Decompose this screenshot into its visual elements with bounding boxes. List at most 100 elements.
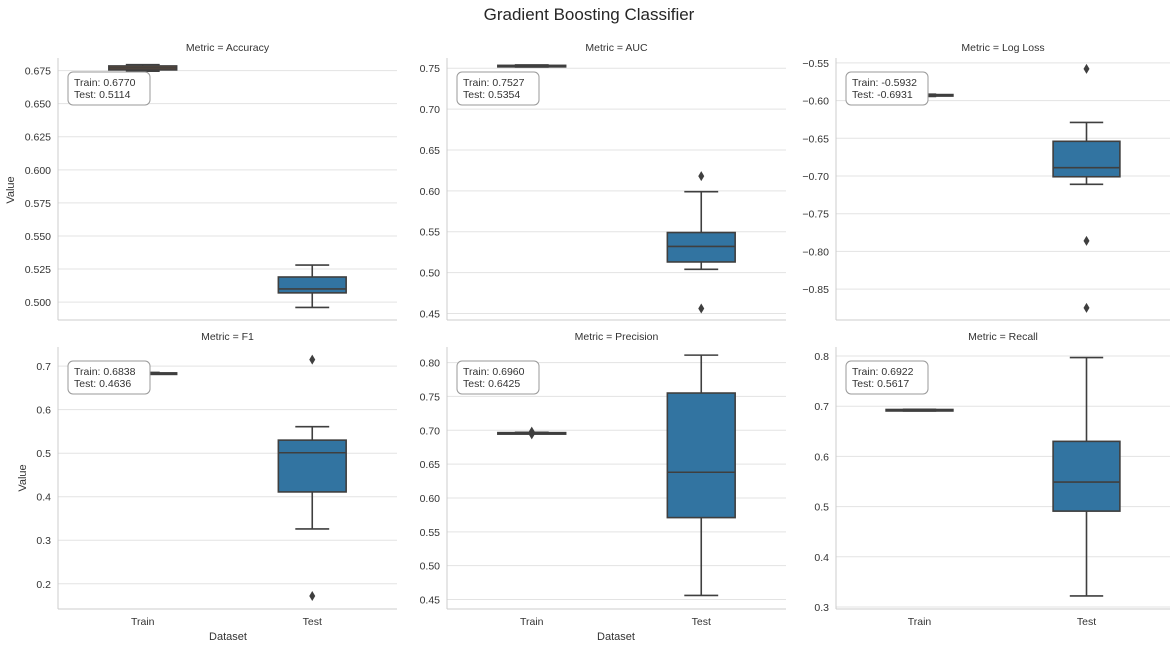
annotation-box: [456, 71, 540, 106]
iqr-box: [1052, 140, 1121, 178]
panel-title: Metric = Accuracy: [186, 42, 270, 54]
y-tick-label: 0.3: [814, 602, 829, 614]
panel-recall: Metric = Recall 0.3 0.4 0.5 0.6 0.7 0.8 Train Te…: [814, 331, 1170, 628]
outlier-marker: [698, 171, 705, 182]
x-tick-label: Test: [692, 616, 711, 628]
y-axis-label-bottom: Value: [17, 464, 29, 491]
panel-title: Metric = F1: [201, 331, 254, 343]
iqr-box: [1052, 440, 1121, 512]
x-tick-label: Train: [908, 616, 932, 628]
box-test: [1052, 356, 1121, 597]
y-tick-label: 0.8: [814, 351, 829, 363]
y-tick-label: −0.75: [802, 209, 829, 221]
y-tick-label: 0.4: [36, 492, 51, 504]
y-tick-label: −0.55: [802, 58, 829, 70]
y-tick-label: 0.675: [25, 66, 51, 78]
outlier-marker: [309, 590, 316, 601]
panel-title: Metric = Log Loss: [961, 42, 1044, 54]
y-tick-label: −0.80: [802, 246, 829, 258]
box-train: [108, 63, 178, 73]
annotation-train: Train: -0.5932: [852, 77, 917, 89]
y-tick-label: 0.4: [814, 552, 829, 564]
y-tick-label: 0.6: [36, 405, 51, 417]
y-tick-label: 0.7: [36, 361, 51, 373]
annotation-test: Test: 0.5354: [463, 89, 520, 101]
y-tick-label: 0.7: [814, 401, 829, 413]
annotation-box: [67, 71, 151, 106]
box-train: [885, 408, 954, 412]
outlier-marker: [1083, 235, 1090, 246]
iqr-box: [666, 392, 736, 519]
box-test: [277, 264, 347, 309]
y-tick-label: 0.60: [420, 493, 441, 505]
y-tick-label: 0.6: [814, 451, 829, 463]
y-tick-label: 0.70: [420, 425, 441, 437]
y-tick-label: 0.50: [420, 268, 441, 280]
y-axis-label-top: Value: [5, 176, 17, 203]
box-test: [666, 354, 736, 597]
iqr-box: [277, 439, 347, 493]
annotation-train: Train: 0.6922: [852, 366, 914, 378]
annotation-test: Test: 0.5617: [852, 378, 909, 390]
annotation-train: Train: 0.6960: [463, 366, 525, 378]
y-tick-label: 0.500: [25, 297, 51, 309]
x-axis-label-1: Dataset: [209, 631, 247, 643]
outlier-marker: [698, 303, 705, 314]
panel-f1: Metric = F1 0.2 0.3 0.4 0.5 0.6 0.7 Train Test Tr…: [36, 331, 397, 628]
panel-log-loss: Metric = Log Loss −0.85 −0.80 −0.75 −0.70 −0.…: [802, 42, 1170, 321]
y-tick-label: 0.55: [420, 527, 441, 539]
y-tick-label: 0.600: [25, 165, 51, 177]
y-tick-label: 0.75: [420, 391, 441, 403]
x-tick-label: Train: [131, 616, 155, 628]
y-tick-label: 0.45: [420, 308, 441, 320]
panel-accuracy: Metric = Accuracy 0.500 0.525 0.550 0.575 0.6…: [25, 42, 397, 321]
y-tick-label: 0.70: [420, 104, 441, 116]
annotation-test: Test: -0.6931: [852, 89, 913, 101]
y-tick-label: 0.45: [420, 595, 441, 607]
annotation-test: Test: 0.6425: [463, 378, 520, 390]
x-axis-label-2: Dataset: [597, 631, 635, 643]
y-tick-label: 0.5: [814, 502, 829, 514]
figure-title: Gradient Boosting Classifier: [484, 5, 695, 24]
annotation-box: [456, 360, 540, 395]
y-tick-label: 0.75: [420, 63, 441, 75]
y-tick-label: 0.525: [25, 264, 51, 276]
panel-title: Metric = Recall: [968, 331, 1038, 343]
y-tick-label: 0.60: [420, 186, 441, 198]
annotation-train: Train: 0.6838: [74, 366, 136, 378]
box-test: [1052, 63, 1121, 313]
y-tick-label: 0.650: [25, 99, 51, 111]
outlier-marker: [1083, 302, 1090, 313]
y-tick-label: 0.550: [25, 231, 51, 243]
panel-title: Metric = AUC: [585, 42, 648, 54]
y-tick-label: −0.70: [802, 171, 829, 183]
iqr-box: [277, 276, 347, 294]
outlier-marker: [528, 429, 535, 440]
outlier-marker: [309, 354, 316, 365]
y-tick-label: 0.55: [420, 227, 441, 239]
panels-group: Metric = Accuracy 0.500 0.525 0.550 0.575 0.6…: [25, 42, 1170, 628]
y-tick-label: 0.3: [36, 535, 51, 547]
y-tick-label: 0.65: [420, 145, 441, 157]
annotation-box: [845, 360, 929, 395]
x-tick-label: Test: [1077, 616, 1096, 628]
annotation-test: Test: 0.5114: [74, 89, 131, 101]
box-train: [497, 64, 567, 68]
annotation-test: Test: 0.4636: [74, 378, 131, 390]
x-tick-label: Test: [303, 616, 322, 628]
y-tick-label: 0.65: [420, 459, 441, 471]
y-tick-label: 0.5: [36, 448, 51, 460]
panel-auc: Metric = AUC 0.45 0.50 0.55 0.60 0.65 0.70 0.75…: [420, 42, 786, 321]
y-tick-label: 0.575: [25, 198, 51, 210]
panel-title: Metric = Precision: [575, 331, 659, 343]
annotation-train: Train: 0.7527: [463, 77, 525, 89]
box-test: [666, 171, 736, 314]
box-test: [277, 354, 347, 601]
y-tick-label: 0.625: [25, 132, 51, 144]
y-tick-label: 0.2: [36, 579, 51, 591]
